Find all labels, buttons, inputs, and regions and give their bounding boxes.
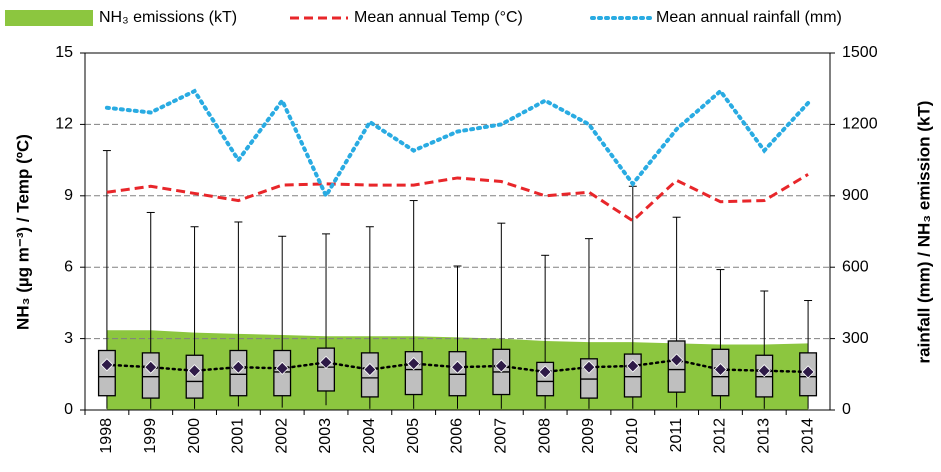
mean-marker	[538, 365, 552, 379]
x-tick-label: 2001	[230, 418, 247, 454]
mean-line	[105, 358, 810, 374]
y-tick-label: 9	[64, 187, 73, 204]
mean-marker	[187, 364, 202, 378]
mean-marker	[144, 360, 158, 374]
x-tick-label: 2008	[536, 418, 553, 454]
mean-marker	[582, 360, 596, 374]
legend-label: Mean annual rainfall (mm)	[656, 9, 842, 26]
y2-tick-label: 1200	[842, 116, 878, 133]
mean-marker	[713, 362, 728, 377]
mean-marker	[801, 365, 815, 379]
x-tick-label: 2007	[493, 418, 510, 454]
y2-tick-label: 0	[842, 401, 851, 418]
legend-swatch	[5, 10, 93, 26]
mean-marker	[100, 358, 114, 372]
x-tick-label: 1999	[142, 418, 159, 454]
x-tick-label: 2000	[186, 418, 203, 454]
y2-tick-label: 1500	[842, 44, 878, 61]
y-tick-label: 0	[64, 401, 73, 418]
y2-tick-label: 900	[842, 187, 869, 204]
x-tick-label: 2011	[668, 418, 685, 453]
y-tick-label: 12	[55, 116, 73, 133]
x-tick-label: 2012	[712, 418, 729, 454]
mean-marker	[231, 360, 245, 374]
y-axis-title: NH₃ (µg m⁻³) / Temp (ºC)	[13, 134, 32, 330]
mean-marker	[494, 359, 508, 373]
mean-marker	[757, 364, 771, 378]
x-tick-label: 2006	[449, 418, 466, 454]
x-tick-label: 2009	[580, 418, 597, 454]
y2-axis-title: rainfall (mm) / NH₃ emission (kT)	[914, 101, 933, 364]
legend-label: NH₃ emissions (kT)	[99, 9, 237, 26]
plot-frame	[84, 52, 831, 411]
x-tick-label: 2010	[624, 418, 641, 454]
legend-label: Mean annual Temp (°C)	[354, 9, 523, 26]
y2-tick-label: 600	[842, 258, 869, 275]
mean-marker	[670, 353, 684, 367]
y-tick-label: 15	[55, 44, 73, 61]
mean-marker	[407, 357, 421, 371]
x-tick-label: 2014	[799, 418, 816, 454]
x-tick-label: 2013	[755, 418, 772, 454]
mean-marker	[319, 355, 333, 369]
box	[97, 349, 116, 397]
y-tick-label: 3	[64, 330, 73, 347]
box	[317, 347, 336, 392]
x-tick-label: 2002	[273, 418, 290, 454]
x-tick-label: 2005	[405, 418, 422, 454]
box	[141, 352, 160, 399]
mean-marker	[363, 362, 377, 377]
x-tick-label: 2003	[317, 418, 334, 454]
mean-marker	[450, 360, 465, 374]
x-tick-label: 1998	[98, 418, 115, 454]
line	[106, 173, 809, 223]
y-tick-label: 6	[64, 258, 73, 275]
line	[104, 88, 811, 201]
x-tick-label: 2004	[361, 418, 378, 454]
mean-marker	[275, 361, 289, 375]
y2-tick-label: 300	[842, 330, 869, 347]
mean-marker	[626, 359, 640, 373]
